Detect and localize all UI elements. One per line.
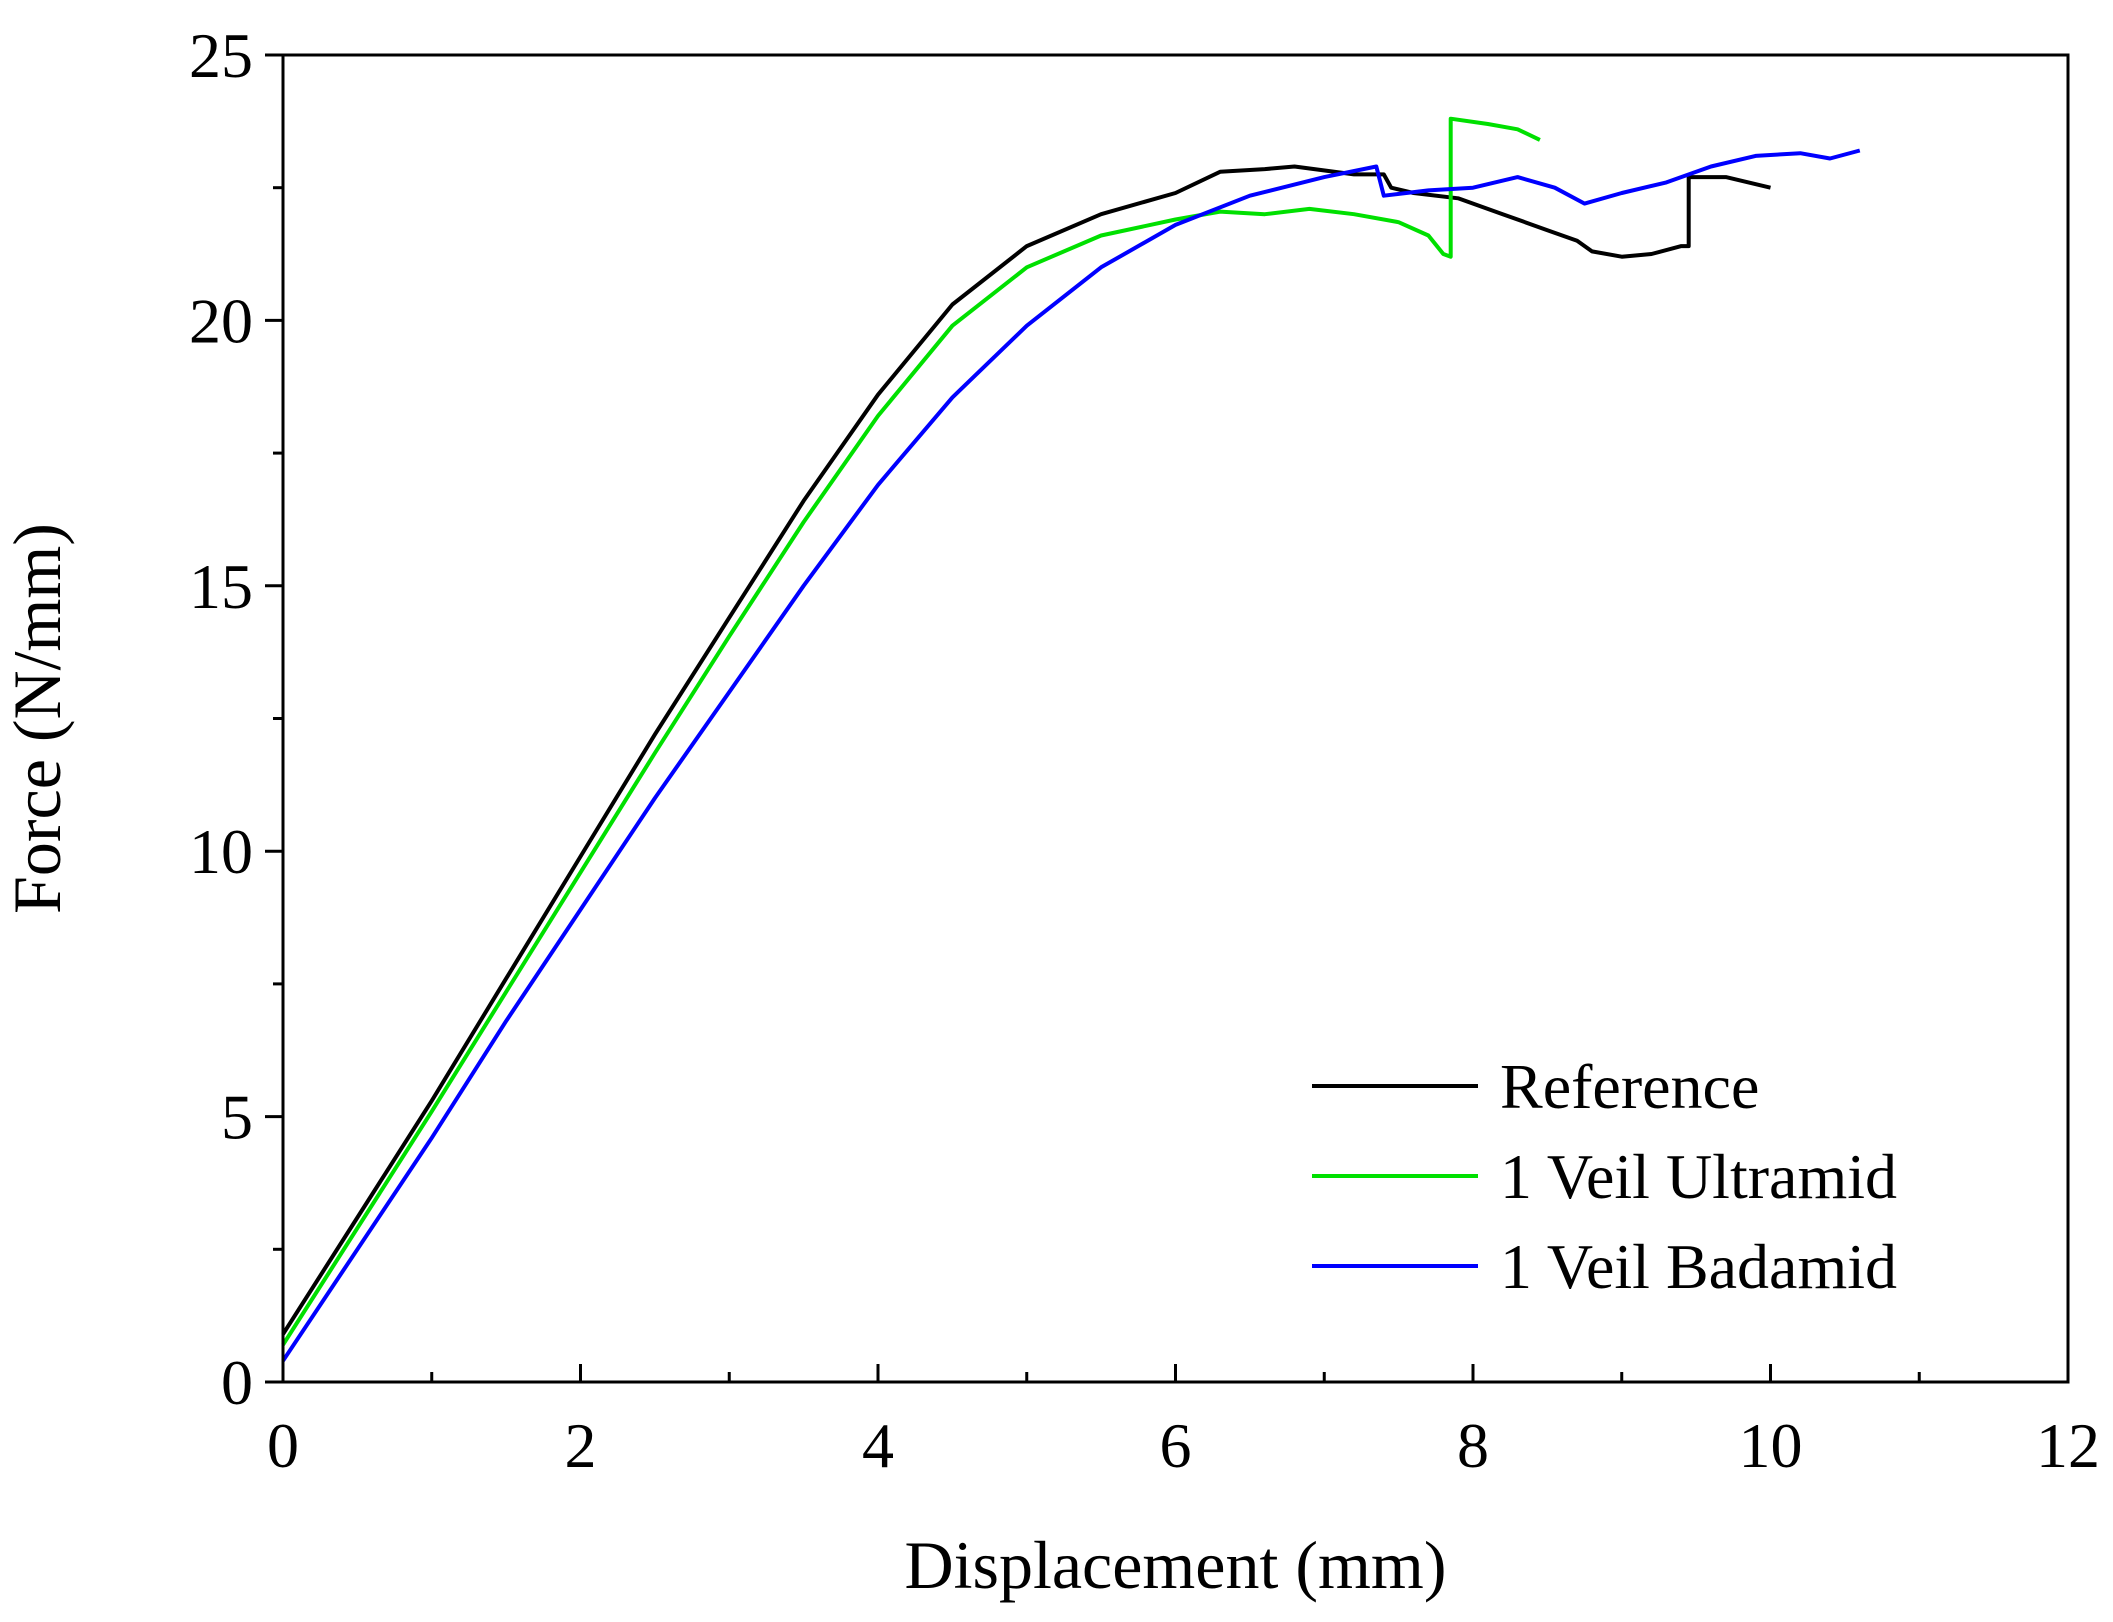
- legend-label-reference: Reference: [1500, 1051, 1759, 1122]
- legend: Reference 1 Veil Ultramid 1 Veil Badamid: [1312, 1051, 1897, 1302]
- x-tick-label: 2: [565, 1410, 597, 1481]
- y-tick-label: 10: [189, 816, 253, 887]
- series-line-1-veil-badamid: [281, 148, 1861, 1362]
- y-axis-label: Force (N/mm): [0, 523, 75, 914]
- y-tick-label: 20: [189, 285, 253, 356]
- y-tick-label: 15: [189, 551, 253, 622]
- y-tick-label: 0: [221, 1347, 253, 1418]
- legend-label-ultramid: 1 Veil Ultramid: [1500, 1141, 1897, 1212]
- x-tick-label: 8: [1457, 1410, 1489, 1481]
- x-axis-label: Displacement (mm): [905, 1527, 1447, 1603]
- y-tick-label: 25: [189, 20, 253, 91]
- ticks-layer: 0 2 4 6 8 10 12 0 5 10 15 20 25: [189, 20, 2100, 1481]
- x-tick-label: 0: [267, 1410, 299, 1481]
- series-line-reference: [281, 164, 1771, 1336]
- x-tick-label: 12: [2036, 1410, 2100, 1481]
- series-line-1-veil-ultramid: [281, 116, 1541, 1346]
- series-layer: [281, 116, 1861, 1362]
- x-tick-label: 6: [1160, 1410, 1192, 1481]
- x-tick-label: 10: [1739, 1410, 1803, 1481]
- x-tick-label: 4: [862, 1410, 894, 1481]
- y-tick-label: 5: [221, 1082, 253, 1153]
- legend-label-badamid: 1 Veil Badamid: [1500, 1231, 1897, 1302]
